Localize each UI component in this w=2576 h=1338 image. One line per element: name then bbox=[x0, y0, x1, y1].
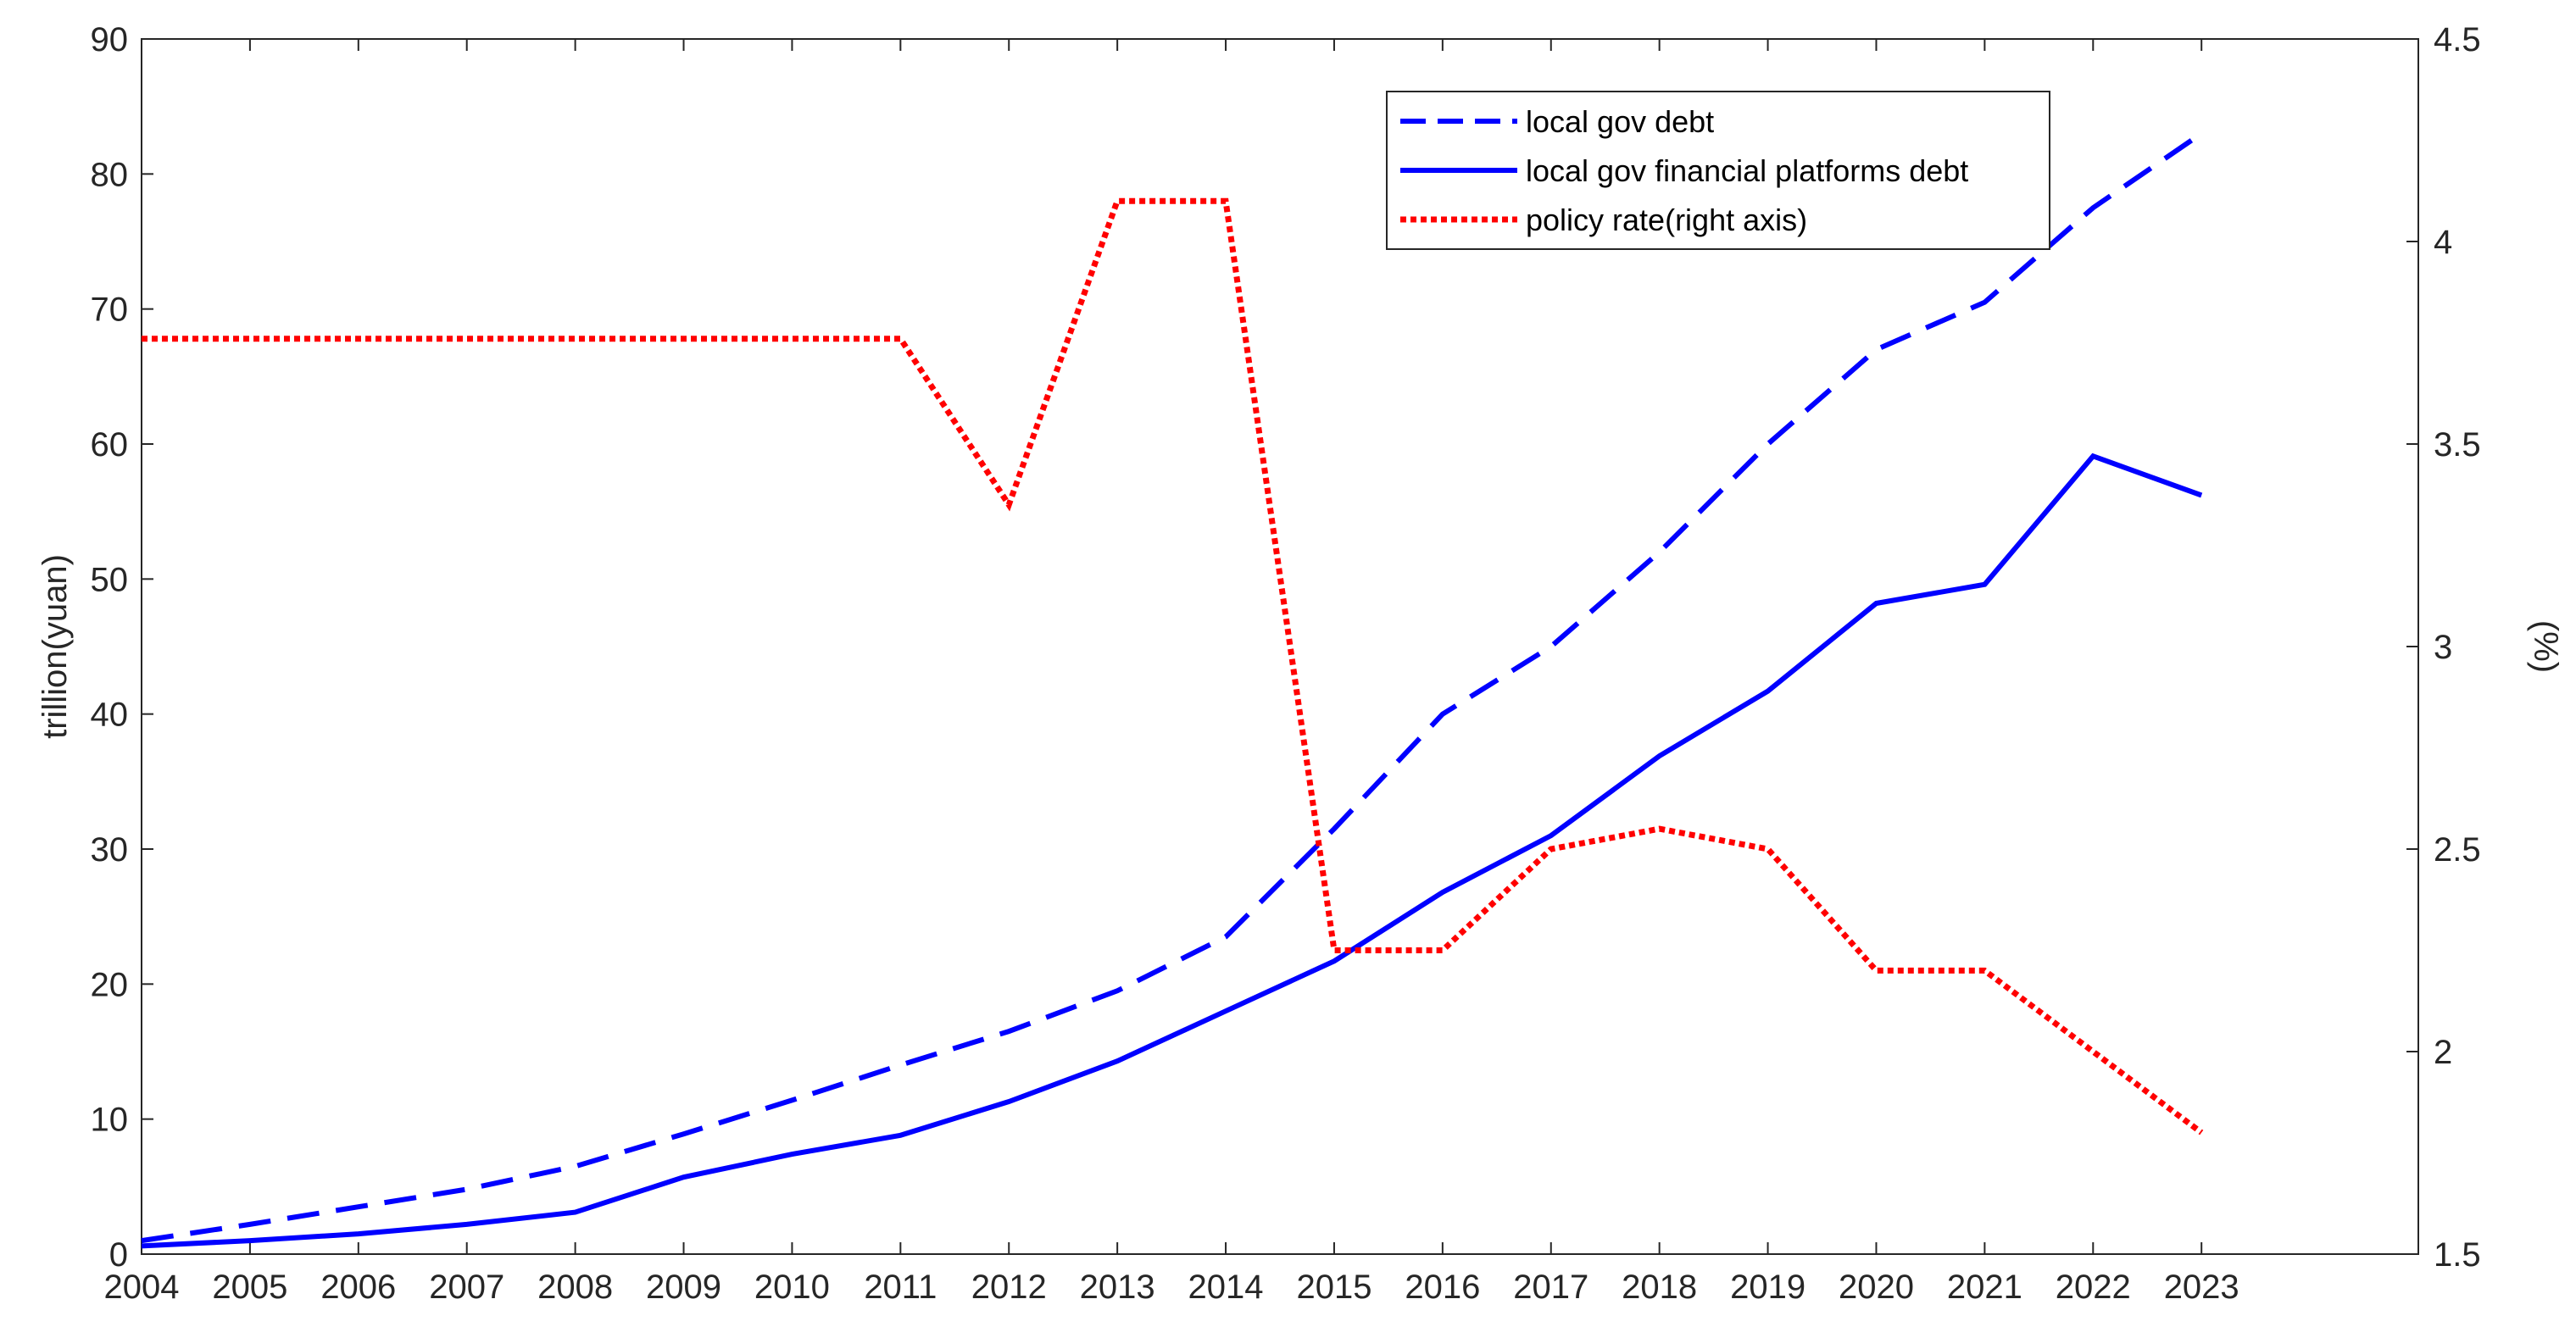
x-tick-label: 2016 bbox=[1405, 1269, 1480, 1306]
plot-area bbox=[141, 38, 2419, 1255]
x-tick-label: 2015 bbox=[1296, 1269, 1371, 1306]
x-tick-label: 2009 bbox=[646, 1269, 721, 1306]
x-tick-label: 2019 bbox=[1730, 1269, 1805, 1306]
y-tick-label: 80 bbox=[91, 156, 129, 193]
y-tick-label: 10 bbox=[91, 1102, 129, 1139]
y2-tick-label: 3.5 bbox=[2434, 426, 2481, 464]
x-tick-label: 2012 bbox=[971, 1269, 1047, 1306]
y2-tick-label: 4 bbox=[2434, 224, 2452, 261]
x-tick-label: 2008 bbox=[537, 1269, 613, 1306]
legend-label-platforms-debt: local gov financial platforms debt bbox=[1526, 153, 1968, 188]
y-tick-label: 60 bbox=[91, 426, 129, 464]
y2-tick-label: 4.5 bbox=[2434, 21, 2481, 58]
legend: local gov debt local gov financial platf… bbox=[1386, 91, 2050, 250]
y2-tick-label: 3 bbox=[2434, 629, 2452, 666]
y-tick-label: 70 bbox=[91, 291, 129, 329]
legend-label-policy-rate: policy rate(right axis) bbox=[1526, 203, 1807, 237]
y2-tick-label: 2.5 bbox=[2434, 831, 2481, 869]
x-tick-label: 2022 bbox=[2056, 1269, 2131, 1306]
y-tick-label: 40 bbox=[91, 697, 129, 734]
x-tick-label: 2004 bbox=[104, 1269, 180, 1306]
series-line-2 bbox=[142, 197, 2204, 1135]
series-line-1 bbox=[141, 452, 2203, 1249]
y2-tick-label: 1.5 bbox=[2434, 1236, 2481, 1274]
y2-axis-title: (%) bbox=[2527, 620, 2564, 673]
x-tick-label: 2017 bbox=[1513, 1269, 1588, 1306]
x-tick-label: 2014 bbox=[1188, 1269, 1264, 1306]
y-tick-label: 30 bbox=[91, 831, 129, 869]
x-tick-label: 2011 bbox=[864, 1269, 937, 1306]
x-tick-label: 2010 bbox=[754, 1269, 830, 1306]
x-tick-label: 2018 bbox=[1622, 1269, 1697, 1306]
x-tick-label: 2007 bbox=[429, 1269, 504, 1306]
x-tick-label: 2006 bbox=[320, 1269, 396, 1306]
y-tick-label: 90 bbox=[91, 21, 129, 58]
y2-tick-label: 2 bbox=[2434, 1034, 2452, 1071]
series-layer bbox=[141, 131, 2204, 1249]
y-tick-label: 50 bbox=[91, 561, 129, 598]
x-tick-label: 2020 bbox=[1839, 1269, 1914, 1306]
y-tick-label: 20 bbox=[91, 966, 129, 1003]
y-axis-left: 0 10 20 30 40 50 60 70 80 90 bbox=[91, 21, 153, 1274]
x-tick-label: 2013 bbox=[1080, 1269, 1155, 1306]
x-tick-label: 2005 bbox=[212, 1269, 287, 1306]
y-axis-title: trillion(yuan) bbox=[36, 554, 74, 739]
x-axis: 2004 2005 2006 2007 2008 2009 2010 2011 2012 2013… bbox=[104, 39, 2239, 1306]
x-tick-label: 2023 bbox=[2164, 1269, 2239, 1306]
series-line-0 bbox=[141, 131, 2203, 1244]
x-tick-label: 2021 bbox=[1947, 1269, 2022, 1306]
y-tick-label: 0 bbox=[109, 1236, 128, 1274]
legend-label-local-gov-debt: local gov debt bbox=[1526, 104, 1714, 139]
y-axis-right: 1.5 2 2.5 3 3.5 4 4.5 bbox=[2406, 21, 2481, 1274]
